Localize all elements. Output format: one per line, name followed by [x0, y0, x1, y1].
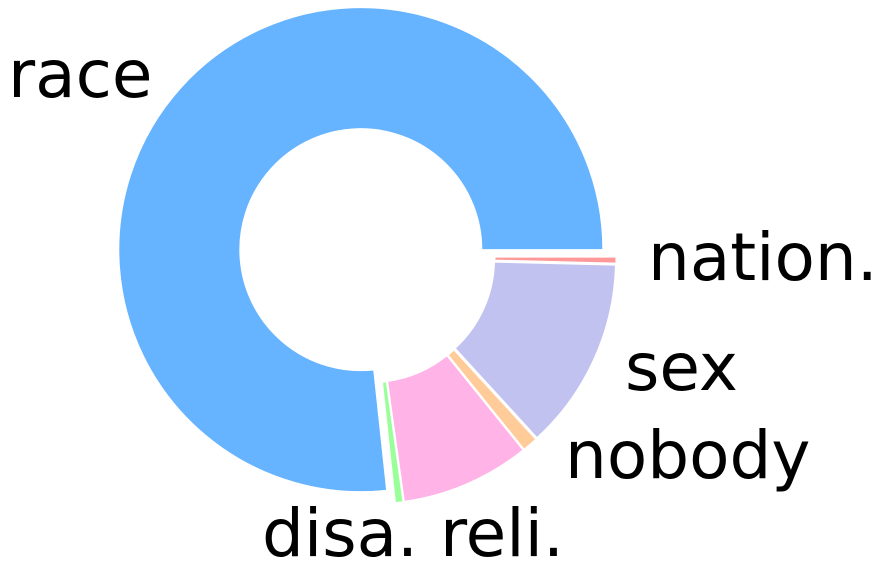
label-nation: nation.	[648, 219, 878, 296]
slice-race	[118, 7, 604, 493]
slice-sex	[454, 261, 616, 439]
label-race: race	[8, 36, 152, 113]
slice-reli	[387, 355, 524, 502]
slice-nation	[494, 256, 617, 264]
label-reli: reli.	[440, 495, 564, 564]
label-disa: disa.	[262, 495, 418, 564]
slice-disa	[381, 381, 404, 504]
label-nobody: nobody	[565, 417, 810, 494]
label-sex: sex	[625, 329, 738, 406]
slice-nobody	[447, 349, 537, 450]
